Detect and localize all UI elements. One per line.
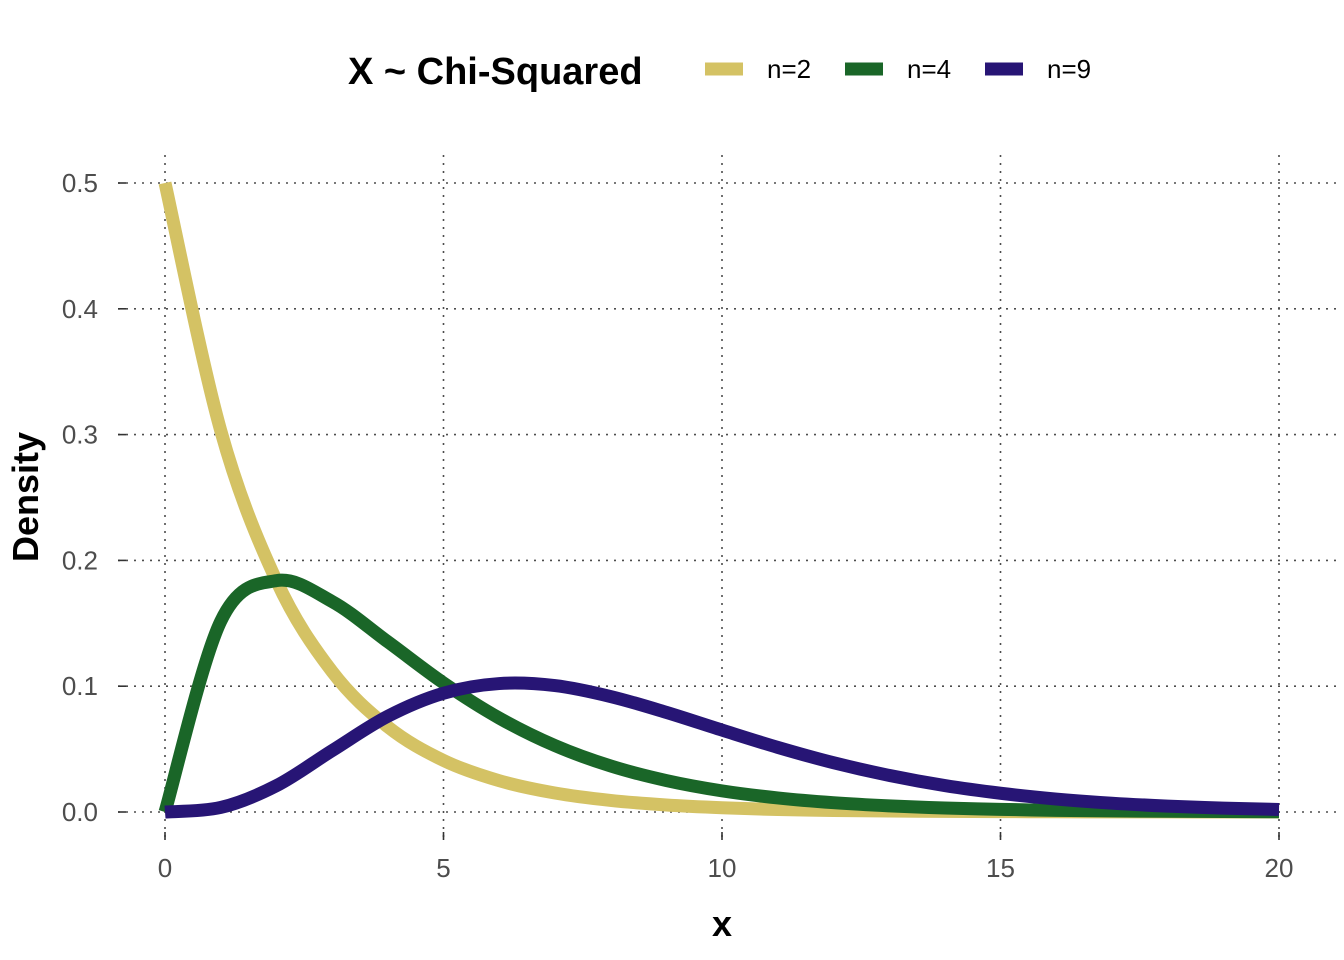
x-tick-label: 0 [158,853,172,883]
legend-title: X ~ Chi-Squared [348,51,643,93]
x-tick-label: 20 [1265,853,1294,883]
y-tick-label: 0.0 [62,797,98,827]
x-tick-label: 10 [708,853,737,883]
y-tick-label: 0.3 [62,420,98,450]
y-tick-label: 0.5 [62,168,98,198]
x-axis-title: x [712,903,732,944]
series-line-n-2 [158,181,1280,819]
legend-label-n-9: n=9 [1047,54,1091,84]
x-tick-label: 5 [436,853,450,883]
y-tick-label: 0.2 [62,545,98,575]
series-line-n-4 [158,573,1280,819]
legend-label-n-2: n=2 [767,54,811,84]
legend: X ~ Chi-Squared n=2 n=4 n=9 [348,51,1091,93]
legend-label-n-4: n=4 [907,54,951,84]
series-layer [158,181,1280,819]
x-tick-label: 15 [986,853,1015,883]
series-line-n-9 [164,676,1280,819]
y-tick-label: 0.1 [62,671,98,701]
y-tick-label: 0.4 [62,294,98,324]
y-axis-title: Density [5,432,46,562]
x-axis: 0 5 10 15 20 [158,832,1294,883]
y-axis: 0.0 0.1 0.2 0.3 0.4 0.5 [62,168,126,827]
